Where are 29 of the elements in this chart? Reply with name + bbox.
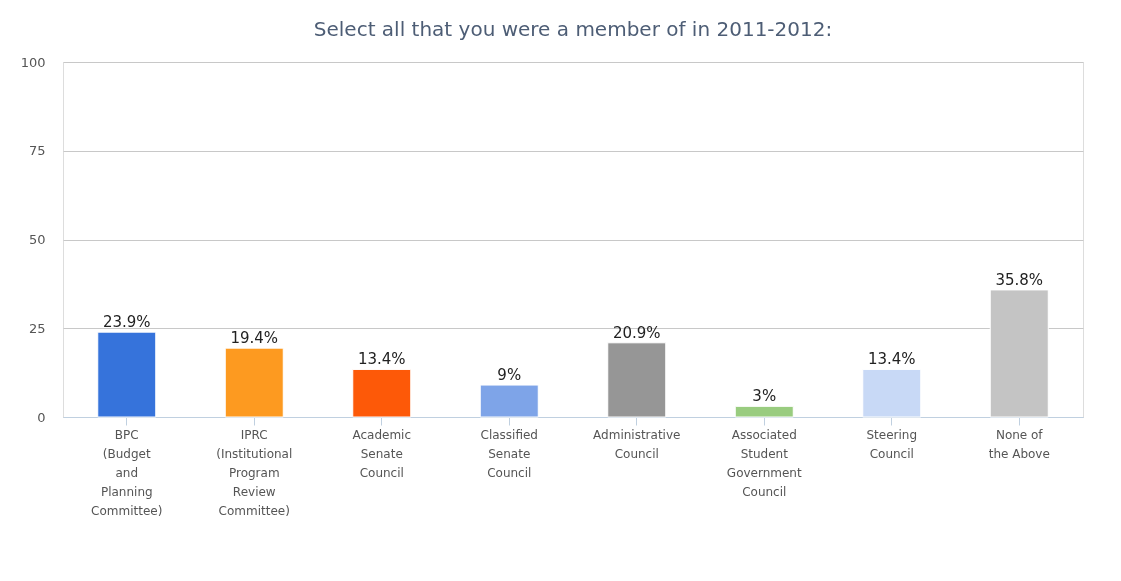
data-label: 3% bbox=[752, 387, 777, 406]
bar bbox=[224, 347, 284, 418]
data-label: 13.4% bbox=[867, 350, 916, 369]
y-tick-label: 50 bbox=[28, 232, 46, 247]
data-label: 23.9% bbox=[102, 313, 151, 332]
y-tick-label: 100 bbox=[20, 54, 46, 70]
data-label: 13.4% bbox=[357, 350, 406, 369]
bar bbox=[479, 384, 539, 418]
x-tick-label: IPRC (Institutional Program Review Committee) bbox=[216, 427, 293, 518]
data-label: 9% bbox=[497, 366, 522, 385]
x-tick-label: None of the Above bbox=[988, 427, 1050, 461]
bar bbox=[97, 331, 157, 418]
x-tick-label: Academic Senate Council bbox=[352, 427, 412, 480]
y-tick-label: 25 bbox=[28, 320, 46, 336]
x-tick-label: BPC (Budget and Planning Committee) bbox=[91, 427, 163, 518]
data-label: 20.9% bbox=[612, 323, 661, 342]
data-label: 19.4% bbox=[230, 329, 279, 348]
x-tick-label: Administrative Council bbox=[593, 427, 681, 461]
x-tick-label: Classified Senate Council bbox=[480, 427, 538, 480]
y-tick-label: 75 bbox=[28, 143, 46, 159]
x-tick-label: Steering Council bbox=[866, 427, 918, 461]
bar bbox=[862, 368, 922, 418]
chart-title: Select all that you were a member of in 2011-2012: bbox=[313, 17, 833, 41]
y-tick-label: 0 bbox=[37, 409, 46, 425]
bar bbox=[607, 342, 667, 418]
bar bbox=[734, 405, 794, 418]
bar bbox=[352, 368, 412, 418]
x-tick-label: Associated Student Government Council bbox=[726, 427, 802, 499]
data-label: 35.8% bbox=[995, 270, 1044, 289]
